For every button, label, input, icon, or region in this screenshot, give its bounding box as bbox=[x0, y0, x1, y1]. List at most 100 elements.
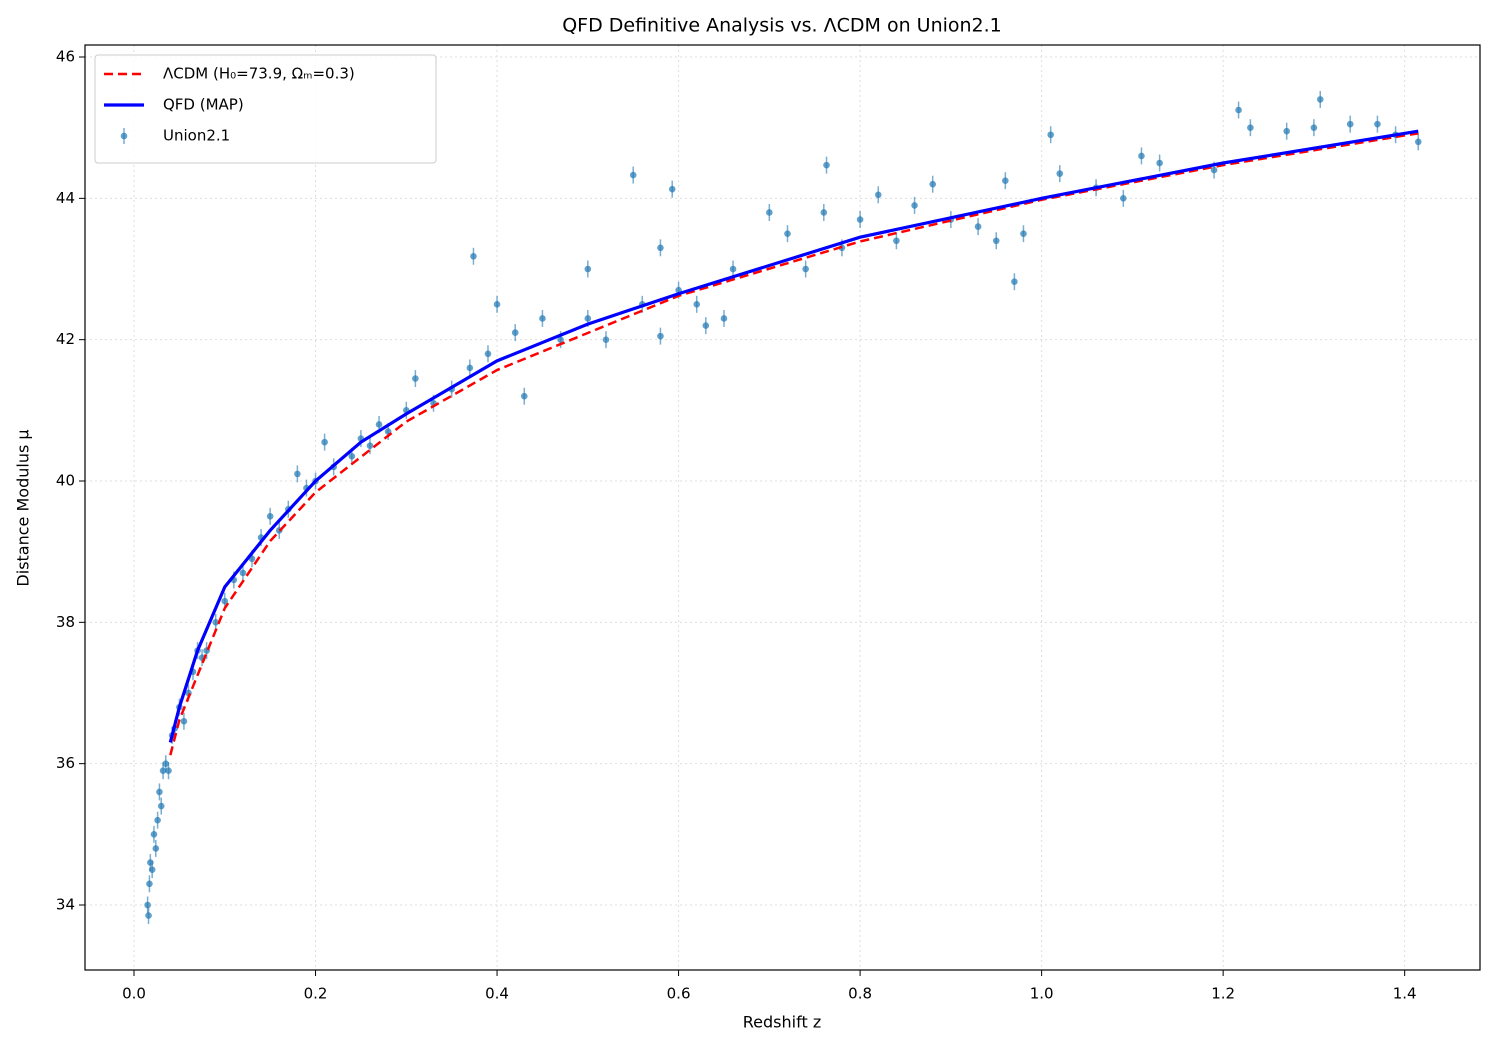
data-point bbox=[784, 230, 791, 237]
data-point bbox=[157, 802, 165, 810]
model-line bbox=[169, 132, 1419, 756]
data-point bbox=[294, 470, 301, 478]
data-point bbox=[1310, 124, 1318, 131]
data-point bbox=[823, 161, 830, 169]
data-point bbox=[1047, 131, 1054, 139]
data-point bbox=[874, 191, 882, 199]
data-point bbox=[470, 252, 477, 260]
legend: ΛCDM (H₀=73.9, Ωₘ=0.3) QFD (MAP) Union2.1 bbox=[94, 54, 437, 164]
data-point bbox=[165, 767, 172, 775]
x-tick-label: 0.4 bbox=[485, 985, 509, 1003]
data-point bbox=[584, 265, 592, 273]
data-point bbox=[629, 171, 637, 179]
data-point bbox=[802, 265, 809, 273]
x-tick-label: 0.2 bbox=[304, 985, 328, 1003]
data-point bbox=[412, 375, 419, 382]
x-tick-label: 1.4 bbox=[1393, 985, 1417, 1003]
data-point bbox=[820, 209, 828, 216]
legend-swatch bbox=[120, 132, 128, 140]
data-point bbox=[1002, 177, 1009, 184]
data-point bbox=[657, 244, 664, 252]
data-point bbox=[366, 442, 374, 449]
y-tick-label: 42 bbox=[56, 330, 75, 348]
data-point bbox=[911, 202, 918, 209]
data-point bbox=[668, 185, 676, 193]
data-point bbox=[584, 315, 592, 322]
data-point bbox=[729, 265, 737, 273]
data-point bbox=[766, 209, 773, 216]
data-point bbox=[266, 513, 274, 520]
data-point bbox=[720, 315, 728, 322]
x-tick-label: 0.0 bbox=[122, 985, 146, 1003]
y-axis-label: Distance Modulus μ bbox=[14, 429, 33, 586]
model-line bbox=[168, 129, 1419, 743]
data-point bbox=[893, 237, 900, 245]
data-point bbox=[1156, 159, 1163, 167]
data-point bbox=[557, 336, 564, 343]
y-tick-label: 36 bbox=[56, 754, 75, 772]
data-point bbox=[154, 816, 161, 824]
chart-title: QFD Definitive Analysis vs. ΛCDM on Unio… bbox=[562, 15, 1002, 37]
data-point bbox=[539, 315, 546, 322]
data-point bbox=[1247, 124, 1254, 131]
data-point bbox=[221, 597, 229, 605]
y-tick-label: 38 bbox=[56, 613, 75, 631]
data-point bbox=[974, 223, 982, 230]
data-point bbox=[693, 301, 701, 308]
data-point bbox=[212, 619, 219, 626]
y-tick-label: 34 bbox=[56, 895, 75, 913]
data-point bbox=[1235, 106, 1242, 114]
data-point bbox=[1138, 152, 1145, 160]
data-point bbox=[520, 392, 528, 400]
data-point bbox=[148, 866, 156, 873]
data-point bbox=[1011, 278, 1018, 286]
data-point bbox=[159, 767, 167, 775]
x-tick-label: 1.2 bbox=[1211, 985, 1235, 1003]
data-point bbox=[156, 788, 163, 796]
data-point bbox=[493, 301, 501, 308]
data-point bbox=[1020, 230, 1027, 237]
data-point bbox=[511, 329, 519, 336]
legend-label: QFD (MAP) bbox=[163, 96, 244, 114]
data-point bbox=[145, 912, 152, 919]
data-point bbox=[375, 421, 383, 428]
data-point bbox=[856, 216, 864, 223]
x-tick-label: 0.8 bbox=[848, 985, 872, 1003]
legend-label: ΛCDM (H₀=73.9, Ωₘ=0.3) bbox=[163, 65, 355, 83]
legend-box bbox=[94, 54, 437, 164]
data-point bbox=[1374, 120, 1381, 128]
y-tick-label: 44 bbox=[56, 189, 75, 207]
data-point bbox=[702, 322, 710, 329]
plot-frame bbox=[84, 44, 1481, 971]
data-point bbox=[657, 332, 664, 340]
data-point bbox=[150, 831, 158, 838]
data-point bbox=[321, 438, 328, 446]
x-tick-label: 0.6 bbox=[667, 985, 691, 1003]
data-point bbox=[144, 901, 151, 909]
x-tick-label: 1.0 bbox=[1030, 985, 1054, 1003]
x-axis-label: Redshift z bbox=[743, 1013, 821, 1032]
y-tick-label: 46 bbox=[56, 48, 75, 66]
data-point bbox=[180, 717, 188, 725]
data-point bbox=[1414, 138, 1422, 146]
data-point bbox=[1346, 120, 1354, 128]
data-point bbox=[466, 364, 474, 372]
data-point bbox=[484, 350, 492, 358]
data-point bbox=[239, 569, 247, 577]
data-point bbox=[146, 880, 153, 888]
data-point bbox=[348, 452, 356, 460]
data-point bbox=[152, 845, 160, 852]
y-tick-label: 40 bbox=[56, 472, 75, 490]
data-point bbox=[929, 180, 937, 188]
data-point bbox=[1283, 127, 1290, 135]
data-point bbox=[602, 336, 610, 343]
legend-label: Union2.1 bbox=[163, 127, 230, 145]
data-point bbox=[1210, 166, 1218, 174]
data-point bbox=[1120, 195, 1127, 202]
data-point bbox=[1316, 96, 1324, 103]
data-point bbox=[1056, 170, 1064, 177]
data-point bbox=[992, 237, 1000, 245]
data-point bbox=[162, 760, 170, 767]
